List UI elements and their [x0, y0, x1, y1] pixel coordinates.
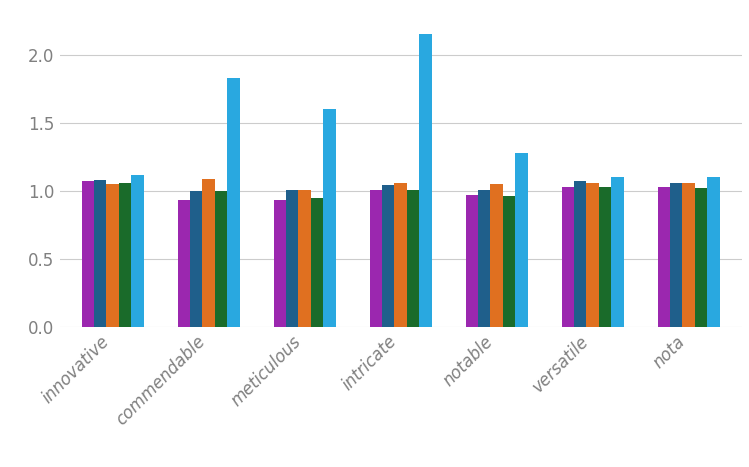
Bar [478, 190, 491, 327]
Bar [658, 187, 670, 327]
Bar [369, 190, 382, 327]
Bar [407, 190, 419, 327]
Bar [190, 191, 202, 327]
Bar [82, 181, 94, 327]
Bar [311, 198, 324, 327]
Bar [574, 181, 586, 327]
Bar [106, 184, 119, 327]
Bar [419, 35, 432, 327]
Bar [395, 183, 407, 327]
Bar [228, 78, 240, 327]
Bar [682, 183, 695, 327]
Bar [599, 187, 611, 327]
Bar [202, 178, 215, 327]
Bar [119, 183, 131, 327]
Bar [178, 200, 190, 327]
Bar [503, 196, 515, 327]
Bar [215, 191, 228, 327]
Bar [670, 183, 682, 327]
Bar [515, 153, 528, 327]
Bar [562, 187, 574, 327]
Bar [131, 175, 144, 327]
Bar [466, 195, 478, 327]
Bar [707, 177, 720, 327]
Bar [491, 184, 503, 327]
Bar [586, 183, 599, 327]
Bar [324, 109, 336, 327]
Bar [286, 190, 298, 327]
Bar [695, 188, 707, 327]
Bar [382, 185, 395, 327]
Bar [611, 177, 624, 327]
Bar [273, 200, 286, 327]
Bar [94, 180, 106, 327]
Bar [298, 190, 311, 327]
